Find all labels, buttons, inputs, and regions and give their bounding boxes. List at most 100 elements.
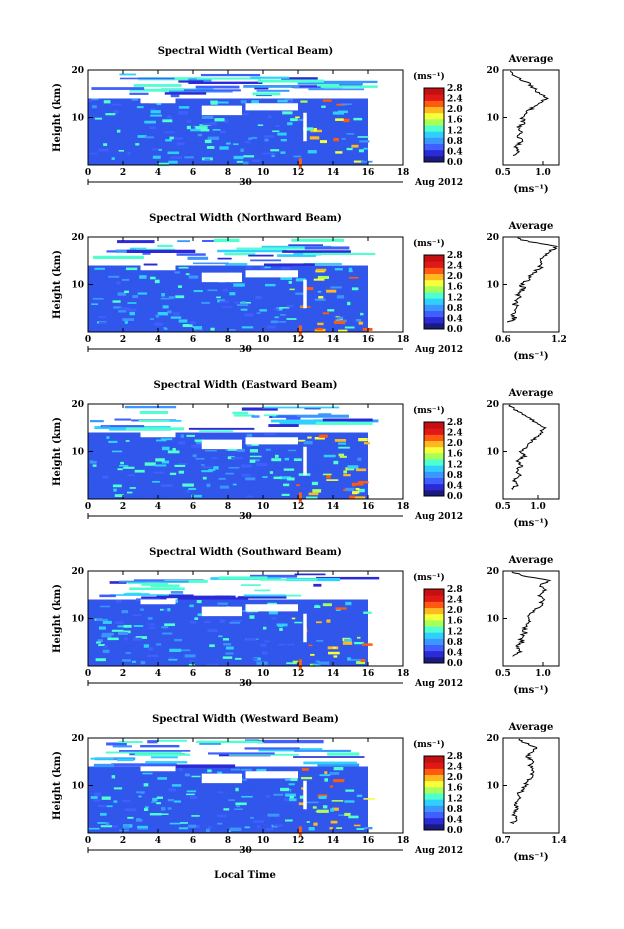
- heatmap-cell: [264, 414, 279, 417]
- heatmap-cell: [206, 828, 210, 833]
- heatmap-cell: [335, 315, 340, 318]
- colorbar-tick-label: 0.0: [447, 325, 463, 335]
- heatmap-cell: [228, 799, 235, 801]
- heatmap-cell: [252, 92, 281, 96]
- heatmap-cell: [241, 473, 251, 477]
- y-tick-label: 10: [71, 615, 84, 625]
- heatmap-cell: [242, 161, 249, 165]
- heatmap-cell: [160, 438, 173, 441]
- heatmap-cell: [315, 621, 322, 624]
- heatmap-cell: [210, 100, 218, 104]
- heatmap-cell: [171, 784, 182, 787]
- y-axis-label: Height (km): [52, 250, 63, 319]
- heatmap-cell: [151, 148, 158, 151]
- heatmap-cell: [91, 105, 97, 109]
- heatmap-cell: [142, 251, 151, 255]
- heatmap-cell: [191, 444, 202, 448]
- x-tick-label: 12: [292, 836, 305, 846]
- heatmap-cell: [90, 420, 104, 423]
- colorbar-swatch: [424, 805, 444, 812]
- heatmap-cell: [233, 283, 245, 287]
- colorbar-swatch: [424, 601, 444, 608]
- heatmap-cell: [192, 454, 197, 458]
- colorbar-frame: [423, 87, 445, 163]
- heatmap-cell: [290, 118, 298, 122]
- heatmap-cell: [91, 98, 99, 101]
- heatmap-cell: [333, 320, 346, 325]
- heatmap-cell: [228, 329, 236, 331]
- colorbar-swatch: [424, 471, 444, 478]
- y-tick-label: 20: [71, 400, 84, 410]
- heatmap-cell: [308, 644, 313, 647]
- heatmap-cell: [240, 584, 261, 586]
- heatmap-cell: [184, 156, 194, 159]
- heatmap-cell: [121, 659, 131, 662]
- heatmap-cell: [139, 275, 147, 279]
- heatmap-cell: [222, 288, 229, 292]
- heatmap-cell: [190, 796, 198, 800]
- heatmap-cell: [139, 410, 169, 414]
- heatmap-cell: [218, 635, 223, 638]
- heatmap-cell: [251, 159, 261, 162]
- colorbar-tick-label: 2.4: [447, 95, 463, 105]
- heatmap-cell: [178, 111, 189, 115]
- heatmap-cell: [135, 636, 148, 639]
- heatmap-cell: [118, 149, 125, 152]
- colorbar-swatch: [424, 459, 444, 466]
- heatmap-cell: [337, 316, 343, 320]
- heatmap-cell: [333, 655, 338, 658]
- heatmap-cell: [299, 795, 305, 799]
- heatmap-cell: [199, 741, 222, 745]
- heatmap-cell: [94, 757, 136, 761]
- heatmap-cell: [95, 658, 106, 662]
- heatmap-cell: [207, 629, 218, 633]
- heatmap-cell: [295, 116, 300, 119]
- heatmap-cell: [109, 581, 127, 584]
- heatmap-cell: [158, 148, 162, 151]
- colorbar-swatch: [424, 125, 444, 132]
- colorbar-swatch: [424, 88, 444, 95]
- colorbar-tick-label: 0.8: [447, 638, 463, 648]
- heatmap-cell: [294, 749, 351, 752]
- heatmap-cell: [313, 278, 325, 281]
- data-gap: [201, 439, 242, 450]
- colorbar-tick-label: 0.4: [447, 481, 463, 491]
- avg-y-tick-label: 20: [486, 66, 499, 76]
- heatmap-cell: [211, 457, 218, 459]
- heatmap-cell: [264, 138, 269, 142]
- heatmap-cell: [228, 466, 240, 469]
- x-tick-label: 16: [362, 502, 375, 512]
- unit-label: (ms⁻¹): [413, 405, 445, 416]
- heatmap-cell: [264, 266, 271, 269]
- x-tick-label: 4: [155, 335, 161, 345]
- heatmap-cell: [332, 111, 345, 115]
- colorbar-tick-label: 2.8: [447, 418, 463, 428]
- heatmap-cell: [289, 798, 297, 802]
- avg-y-tick-label: 20: [486, 567, 499, 577]
- heatmap-cell: [283, 483, 290, 487]
- heatmap-cell: [358, 438, 368, 442]
- heatmap-cell: [217, 771, 223, 775]
- avg-x-tick-label: 1.2: [551, 335, 567, 345]
- heatmap-cell: [265, 795, 271, 798]
- x-tick-label: 14: [327, 335, 340, 345]
- heatmap-cell: [114, 418, 132, 421]
- heatmap-cell: [157, 311, 169, 316]
- day-label: 30: [239, 178, 252, 188]
- heatmap-cell: [185, 273, 190, 276]
- heatmap-cell: [120, 461, 124, 465]
- heatmap-cell: [194, 439, 204, 442]
- heatmap-cell: [234, 657, 242, 660]
- heatmap-cell: [246, 495, 254, 498]
- data-gap: [201, 773, 242, 784]
- heatmap-cell: [358, 481, 369, 484]
- heatmap-cell: [244, 826, 250, 829]
- colorbar-swatch: [424, 100, 444, 107]
- heatmap-cell: [157, 244, 173, 248]
- heatmap-cell: [261, 749, 315, 751]
- heatmap-cell: [223, 808, 230, 811]
- heatmap-cell: [209, 644, 215, 648]
- heatmap-cell: [161, 626, 169, 629]
- heatmap-cell: [186, 125, 191, 130]
- heatmap-cell: [322, 473, 332, 476]
